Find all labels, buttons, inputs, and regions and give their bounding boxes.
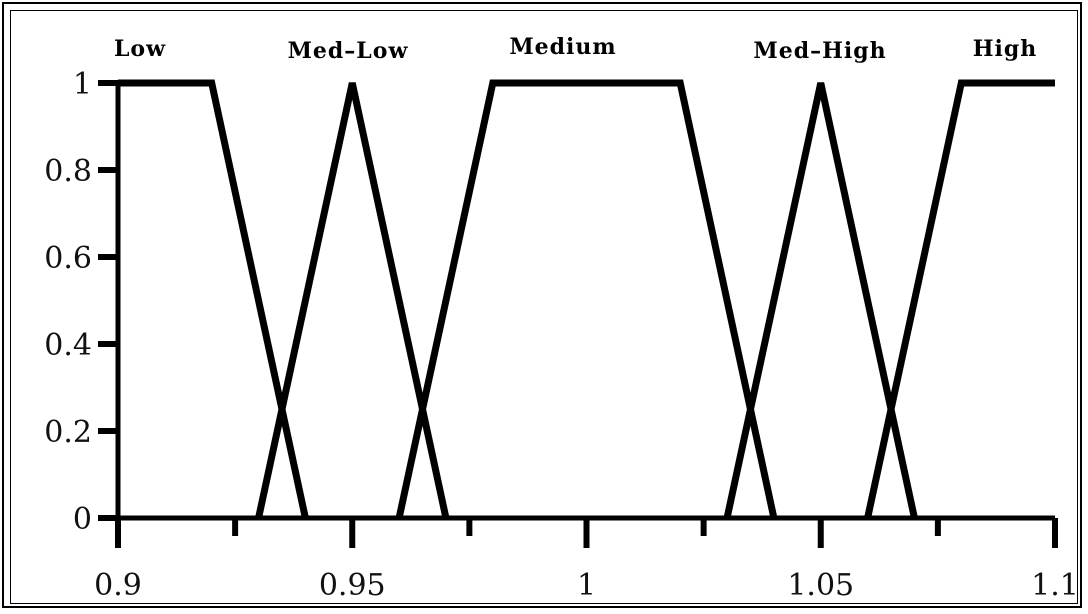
series-name-label: Low bbox=[114, 36, 166, 62]
y-tick-label: 0.2 bbox=[44, 415, 92, 450]
inner-frame bbox=[10, 10, 1078, 604]
x-tick-label: 0.9 bbox=[94, 568, 142, 603]
series-name-label: High bbox=[973, 36, 1038, 62]
y-tick-label: 1 bbox=[73, 67, 92, 102]
series-line bbox=[723, 82, 918, 519]
series-name-label: Medium bbox=[509, 34, 616, 60]
axes: 0.9 0.95 1 1.05 1.1 0 0.2 0.4 0.6 0.8 1 bbox=[44, 67, 1079, 603]
series-line bbox=[255, 82, 450, 519]
series-line bbox=[118, 79, 309, 519]
x-tick-label: 1.1 bbox=[1031, 568, 1079, 603]
series-line bbox=[395, 79, 778, 519]
y-tick-label: 0 bbox=[73, 502, 92, 537]
series-name-label: Med–Low bbox=[288, 38, 409, 64]
x-tick-label: 1 bbox=[577, 568, 596, 603]
series-labels: Low Med–Low Medium Med–High High bbox=[114, 34, 1038, 64]
outer-frame bbox=[2, 2, 1082, 608]
series-line bbox=[864, 79, 1055, 519]
y-tick-label: 0.4 bbox=[44, 328, 92, 363]
x-tick-label: 0.95 bbox=[319, 568, 386, 603]
y-tick-label: 0.8 bbox=[44, 154, 92, 189]
series-lines bbox=[118, 79, 1055, 519]
series-name-label: Med–High bbox=[753, 38, 886, 64]
y-tick-label: 0.6 bbox=[44, 241, 92, 276]
x-tick-label: 1.05 bbox=[787, 568, 854, 603]
